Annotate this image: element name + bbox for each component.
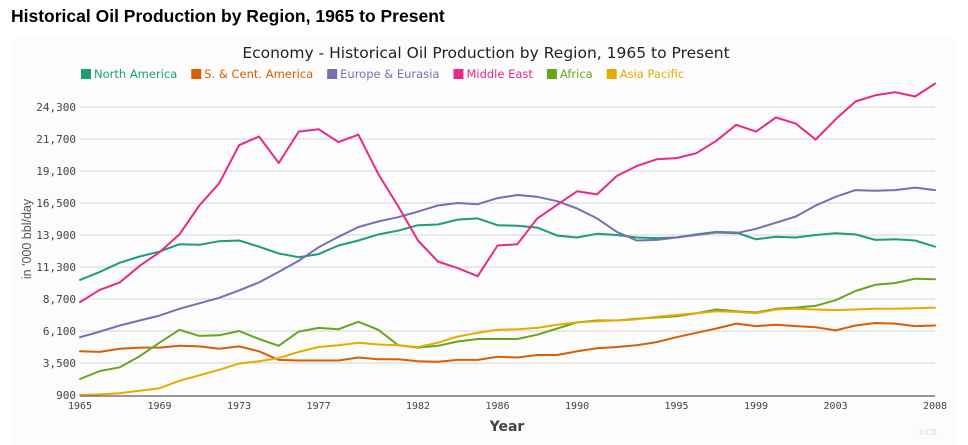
- grid-lines: [80, 106, 935, 364]
- x-tick-label: 1995: [664, 401, 688, 412]
- legend-item[interactable]: Asia Pacific: [606, 67, 684, 81]
- page-title: Historical Oil Production by Region, 196…: [11, 6, 445, 26]
- x-tick-label: 1990: [565, 401, 589, 412]
- legend-item[interactable]: Africa: [546, 67, 593, 81]
- series-line-s-cent-america[interactable]: [79, 322, 936, 363]
- legend-swatch: [606, 69, 617, 79]
- series-line-europe-eurasia[interactable]: [79, 186, 936, 339]
- legend-item[interactable]: North America: [81, 67, 177, 81]
- y-tick-label: 16,500: [36, 197, 76, 210]
- legend-item[interactable]: S. & Cent. America: [191, 67, 313, 81]
- y-tick-label: 6,100: [43, 325, 76, 338]
- legend-swatch: [81, 69, 91, 79]
- series-line-middle-east[interactable]: [79, 82, 936, 304]
- x-axis-title: Year: [489, 419, 525, 435]
- legend-label: North America: [94, 67, 177, 81]
- chart-title: Economy - Historical Oil Production by R…: [242, 44, 729, 62]
- x-tick-label: 2008: [923, 401, 947, 412]
- line-chart: Economy - Historical Oil Production by R…: [20, 44, 947, 437]
- y-tick-label: 900: [56, 389, 76, 402]
- y-tick-label: 24,300: [36, 101, 76, 114]
- legend-swatch: [546, 69, 557, 79]
- legend-label: Asia Pacific: [620, 67, 684, 81]
- credit-watermark: ©CB: [918, 428, 937, 437]
- x-tick-label: 2003: [824, 401, 848, 412]
- y-tick-label: 13,900: [36, 229, 76, 242]
- y-axis-ticks: 900 3,500 6,100 8,700 11,300 13,900 16,500 19,1…: [36, 101, 76, 402]
- legend-label: Africa: [560, 67, 593, 81]
- legend-item[interactable]: Middle East: [453, 67, 533, 81]
- y-axis-title: in '000 bbl/day: [20, 198, 34, 279]
- x-tick-label: 1982: [406, 401, 430, 412]
- x-tick-label: 1999: [744, 401, 768, 412]
- legend-swatch: [327, 69, 338, 79]
- legend: North America S. & Cent. America Europe & …: [81, 67, 684, 81]
- x-tick-label: 1965: [68, 401, 92, 412]
- series-line-asia-pacific[interactable]: [79, 306, 936, 396]
- legend-label: S. & Cent. America: [204, 67, 313, 81]
- series-lines: [79, 82, 936, 396]
- x-axis-ticks: 1965 1969 1973 1977 1982 1986 1990 1995 1999 2003…: [68, 401, 947, 412]
- legend-swatch: [453, 69, 464, 79]
- legend-label: Europe & Eurasia: [340, 67, 439, 81]
- x-tick-label: 1969: [147, 401, 171, 412]
- y-tick-label: 19,100: [36, 165, 76, 178]
- y-tick-label: 21,700: [36, 133, 76, 146]
- x-tick-label: 1986: [486, 401, 510, 412]
- x-tick-label: 1973: [227, 401, 251, 412]
- y-tick-label: 8,700: [43, 293, 76, 306]
- series-line-africa[interactable]: [79, 277, 936, 380]
- legend-label: Middle East: [466, 67, 533, 81]
- y-tick-label: 3,500: [43, 357, 76, 370]
- legend-swatch: [191, 69, 202, 79]
- legend-item[interactable]: Europe & Eurasia: [327, 67, 439, 81]
- y-tick-label: 11,300: [36, 261, 76, 274]
- series-line-north-america[interactable]: [79, 217, 936, 281]
- x-tick-label: 1977: [307, 401, 331, 412]
- chart-panel: Economy - Historical Oil Production by R…: [12, 36, 956, 445]
